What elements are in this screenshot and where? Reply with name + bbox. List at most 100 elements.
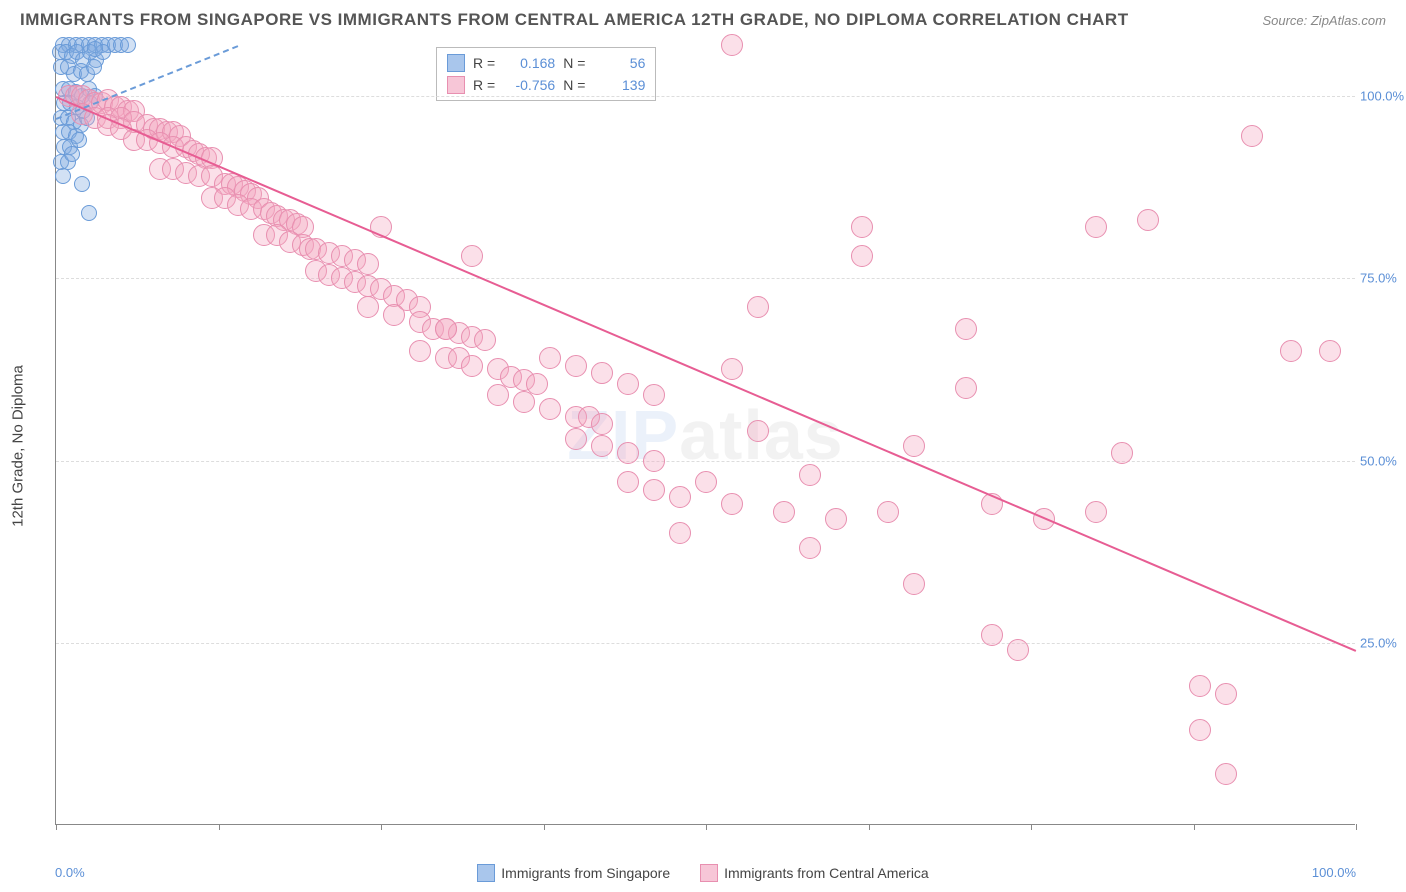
legend-item: Immigrants from Central America xyxy=(700,864,929,882)
data-point xyxy=(383,304,405,326)
data-point xyxy=(1189,675,1211,697)
stat-n-value: 56 xyxy=(593,52,645,74)
x-tick-mark xyxy=(544,824,545,830)
chart-title: IMMIGRANTS FROM SINGAPORE VS IMMIGRANTS … xyxy=(20,10,1129,30)
data-point xyxy=(1085,216,1107,238)
data-point xyxy=(55,168,71,184)
data-point xyxy=(74,176,90,192)
data-point xyxy=(539,398,561,420)
chart-header: IMMIGRANTS FROM SINGAPORE VS IMMIGRANTS … xyxy=(20,10,1386,30)
data-point xyxy=(747,420,769,442)
stat-r-value: -0.756 xyxy=(503,74,555,96)
data-point xyxy=(981,624,1003,646)
series-legend: Immigrants from Singapore Immigrants from… xyxy=(0,864,1406,882)
gridline xyxy=(56,278,1355,279)
data-point xyxy=(825,508,847,530)
data-point xyxy=(565,355,587,377)
stats-row: R =-0.756N =139 xyxy=(447,74,645,96)
gridline xyxy=(56,461,1355,462)
legend-label: Immigrants from Singapore xyxy=(501,865,670,881)
data-point xyxy=(1189,719,1211,741)
data-point xyxy=(591,362,613,384)
data-point xyxy=(773,501,795,523)
data-point xyxy=(71,132,87,148)
data-point xyxy=(643,450,665,472)
stat-r-label: R = xyxy=(473,74,495,96)
data-point xyxy=(721,358,743,380)
data-point xyxy=(643,384,665,406)
data-point xyxy=(903,435,925,457)
data-point xyxy=(86,59,102,75)
y-tick-label: 100.0% xyxy=(1360,89,1406,104)
x-tick-mark xyxy=(56,824,57,830)
data-point xyxy=(955,318,977,340)
data-point xyxy=(591,413,613,435)
data-point xyxy=(435,318,457,340)
data-point xyxy=(643,479,665,501)
data-point xyxy=(64,146,80,162)
y-axis-title: 12th Grade, No Diploma xyxy=(10,365,27,527)
x-tick-mark xyxy=(219,824,220,830)
data-point xyxy=(357,296,379,318)
data-point xyxy=(591,435,613,457)
watermark: ZIPatlas xyxy=(567,395,843,475)
data-point xyxy=(877,501,899,523)
correlation-stats-box: R =0.168N =56R =-0.756N =139 xyxy=(436,47,656,101)
x-tick-mark xyxy=(1194,824,1195,830)
data-point xyxy=(617,373,639,395)
data-point xyxy=(1280,340,1302,362)
data-point xyxy=(1111,442,1133,464)
stat-n-label: N = xyxy=(563,52,585,74)
stat-n-label: N = xyxy=(563,74,585,96)
legend-swatch xyxy=(477,864,495,882)
data-point xyxy=(120,37,136,53)
legend-label: Immigrants from Central America xyxy=(724,865,929,881)
legend-item: Immigrants from Singapore xyxy=(477,864,670,882)
data-point xyxy=(513,391,535,413)
data-point xyxy=(1241,125,1263,147)
data-point xyxy=(851,245,873,267)
data-point xyxy=(81,205,97,221)
data-point xyxy=(721,493,743,515)
data-point xyxy=(747,296,769,318)
data-point xyxy=(1215,763,1237,785)
stat-r-label: R = xyxy=(473,52,495,74)
series-swatch xyxy=(447,76,465,94)
scatter-plot-area: ZIPatlas R =0.168N =56R =-0.756N =139 25… xyxy=(55,45,1355,825)
gridline xyxy=(56,96,1355,97)
stat-r-value: 0.168 xyxy=(503,52,555,74)
legend-swatch xyxy=(700,864,718,882)
x-tick-mark xyxy=(869,824,870,830)
series-swatch xyxy=(447,54,465,72)
data-point xyxy=(1137,209,1159,231)
data-point xyxy=(669,486,691,508)
data-point xyxy=(1007,639,1029,661)
data-point xyxy=(617,471,639,493)
data-point xyxy=(539,347,561,369)
y-tick-label: 25.0% xyxy=(1360,635,1406,650)
trend-line xyxy=(56,96,1357,652)
source-label: Source: ZipAtlas.com xyxy=(1262,13,1386,28)
data-point xyxy=(721,34,743,56)
data-point xyxy=(955,377,977,399)
stats-row: R = 0.168 N = 56 xyxy=(447,52,645,74)
data-point xyxy=(799,537,821,559)
data-point xyxy=(617,442,639,464)
data-point xyxy=(903,573,925,595)
data-point xyxy=(1319,340,1341,362)
x-tick-mark xyxy=(706,824,707,830)
x-tick-mark xyxy=(1356,824,1357,830)
y-tick-label: 50.0% xyxy=(1360,453,1406,468)
gridline xyxy=(56,643,1355,644)
data-point xyxy=(851,216,873,238)
data-point xyxy=(799,464,821,486)
data-point xyxy=(409,340,431,362)
data-point xyxy=(1085,501,1107,523)
data-point xyxy=(695,471,717,493)
data-point xyxy=(474,329,496,351)
data-point xyxy=(669,522,691,544)
data-point xyxy=(487,384,509,406)
data-point xyxy=(87,41,103,57)
data-point xyxy=(461,245,483,267)
data-point xyxy=(565,428,587,450)
